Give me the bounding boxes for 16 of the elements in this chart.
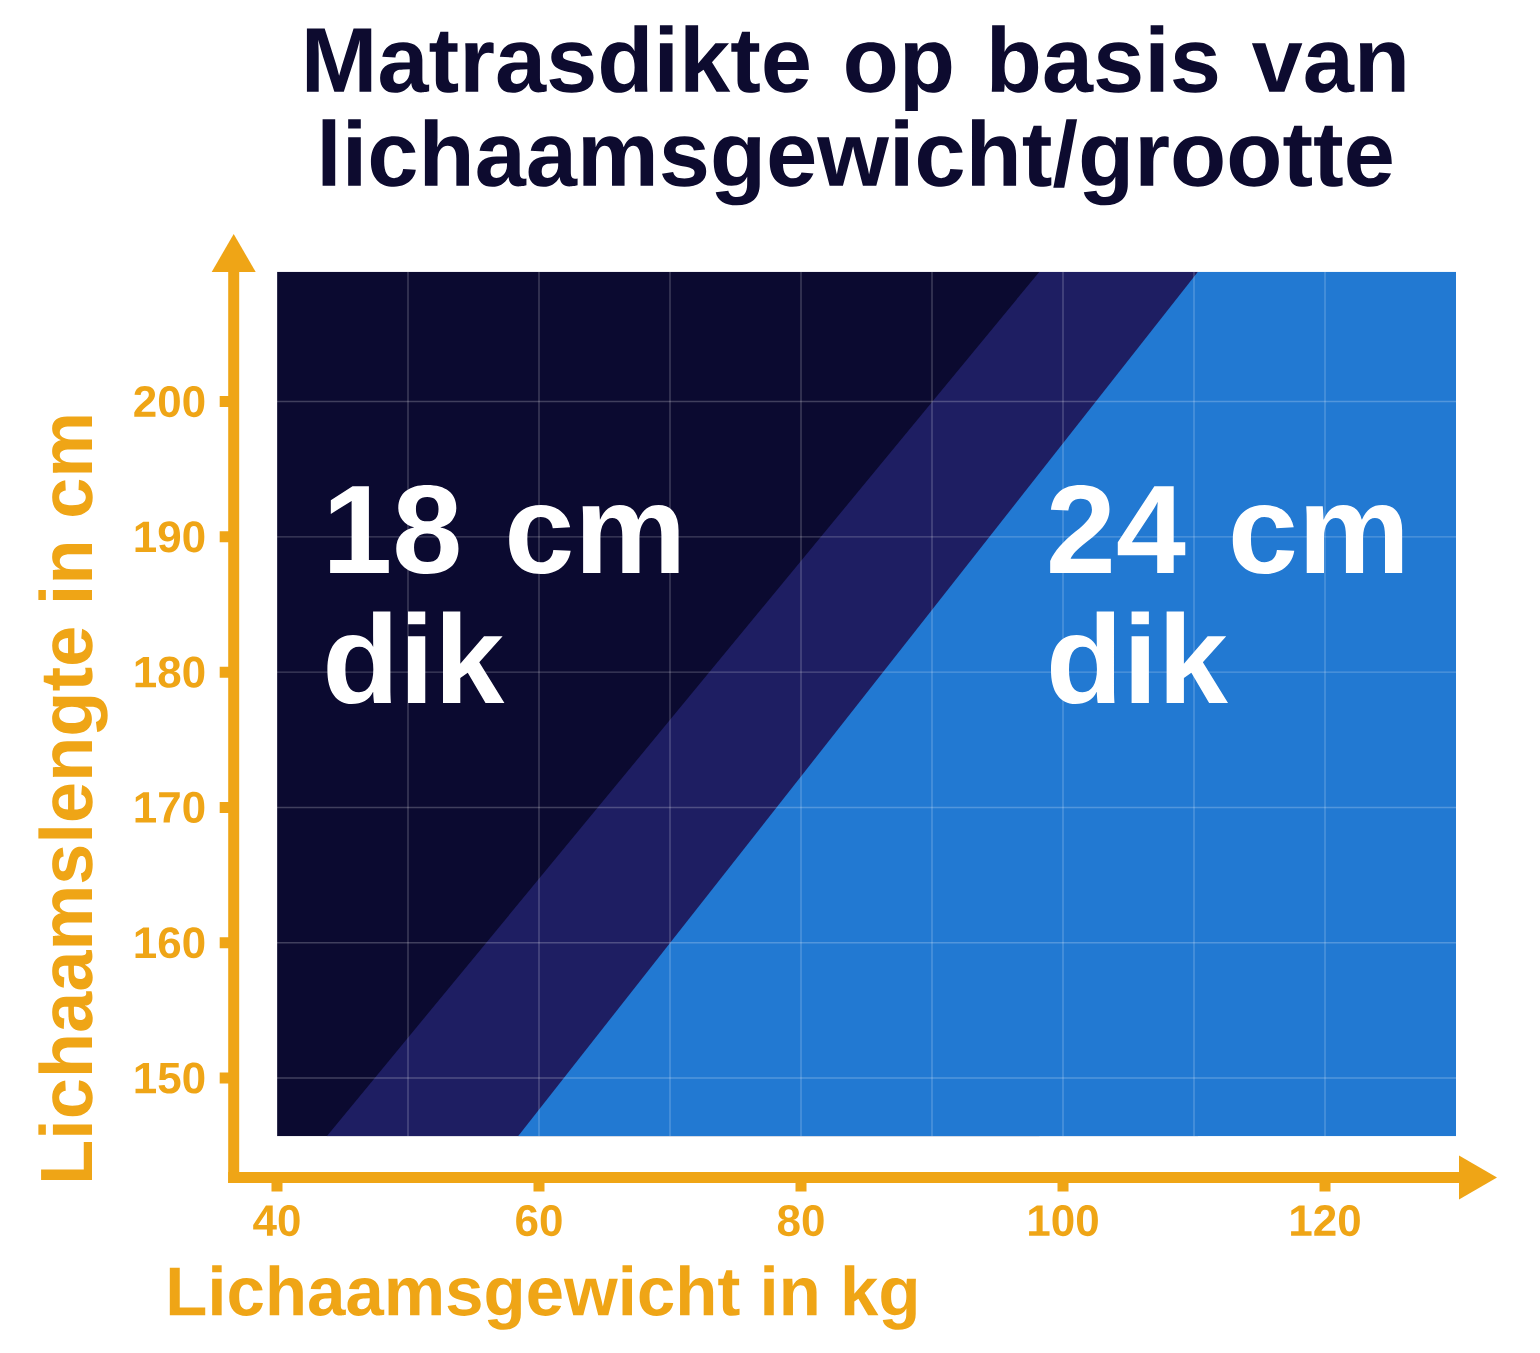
series-label: 24 cm dik [1050, 484, 1403, 705]
x-tick-label: 100 [1029, 1205, 1098, 1237]
x-tick-label: 80 [777, 1205, 824, 1237]
chart-title: Matrasdikte op basis van lichaamsgewicht/grootte [306, 25, 1405, 206]
x-tick-label: 120 [1291, 1205, 1360, 1237]
y-tick-label: 180 [135, 656, 205, 688]
y-tick-label: 160 [135, 927, 205, 959]
y-tick-label: 190 [135, 521, 205, 553]
series-label: 18 cm dik [327, 484, 679, 705]
y-axis-title: Lichaamslengte in cm [38, 416, 108, 1181]
x-axis-title: Lichaamsgewicht in kg [169, 1265, 916, 1330]
y-tick-label: 200 [134, 386, 205, 418]
x-tick-label: 60 [516, 1205, 562, 1237]
y-tick-label: 150 [135, 1062, 205, 1094]
y-tick-label: 170 [135, 791, 205, 824]
x-tick-label: 40 [253, 1205, 300, 1237]
